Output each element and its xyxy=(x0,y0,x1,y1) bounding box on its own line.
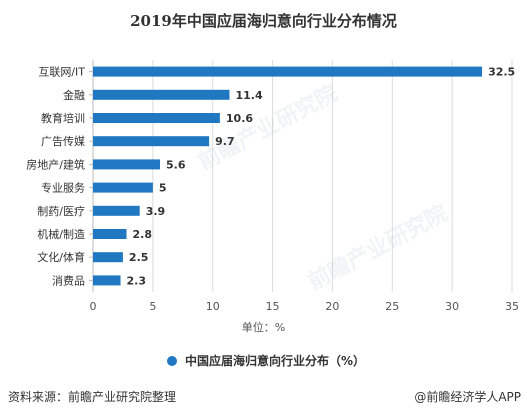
legend-label: 中国应届海归意向行业分布（%） xyxy=(185,354,366,368)
value-label: 11.4 xyxy=(235,89,262,102)
value-label: 5 xyxy=(159,182,167,195)
bar xyxy=(93,113,220,123)
category-label: 教育培训 xyxy=(41,111,85,125)
category-label: 专业服务 xyxy=(41,181,85,195)
category-label: 制药/医疗 xyxy=(37,204,85,218)
x-tick-label: 5 xyxy=(149,300,156,313)
value-label: 5.6 xyxy=(166,158,186,171)
category-label: 机械/制造 xyxy=(37,227,85,241)
category-label: 广告传媒 xyxy=(41,135,85,148)
bar xyxy=(93,66,483,77)
value-label: 3.9 xyxy=(146,205,166,218)
labels: 0 5 10 15 20 25 30 35 互联网/IT 32.5 金融 11.4 教育培训 10.6 广告… xyxy=(26,66,519,313)
x-tick-label: 30 xyxy=(445,300,459,313)
value-label: 2.8 xyxy=(133,228,153,241)
value-label: 2.5 xyxy=(129,251,149,264)
x-tick-label: 20 xyxy=(325,300,339,313)
category-label: 房地产/建筑 xyxy=(26,157,85,171)
x-tick-label: 15 xyxy=(266,300,280,313)
bar xyxy=(93,205,140,216)
x-tick-label: 10 xyxy=(206,300,220,313)
credit-note: @前瞻经济学人APP xyxy=(414,390,521,404)
category-label: 消费品 xyxy=(52,273,85,287)
legend-swatch xyxy=(167,355,177,366)
bars xyxy=(93,66,483,286)
bar xyxy=(93,159,161,170)
bar xyxy=(93,229,127,239)
bar xyxy=(93,275,121,286)
x-axis-unit-label: 单位：% xyxy=(241,321,286,334)
x-tick-label: 35 xyxy=(505,300,519,313)
chart-title: 2019年中国应届海归意向行业分布情况 xyxy=(130,12,397,30)
legend: 中国应届海归意向行业分布（%） xyxy=(167,352,365,369)
value-label: 2.3 xyxy=(127,274,147,287)
category-label: 互联网/IT xyxy=(38,66,85,79)
category-label: 金融 xyxy=(63,88,85,102)
source-note: 资料来源：前瞻产业研究院整理 xyxy=(8,390,177,404)
bar xyxy=(93,182,153,193)
value-label: 10.6 xyxy=(226,112,253,125)
value-label: 9.7 xyxy=(215,135,235,148)
bar xyxy=(93,136,210,147)
bar xyxy=(93,89,230,100)
category-label: 文化/体育 xyxy=(37,250,85,264)
x-tick-label: 25 xyxy=(385,300,399,313)
value-label: 32.5 xyxy=(488,66,515,79)
bar xyxy=(93,252,123,263)
x-tick-label: 0 xyxy=(90,300,97,313)
